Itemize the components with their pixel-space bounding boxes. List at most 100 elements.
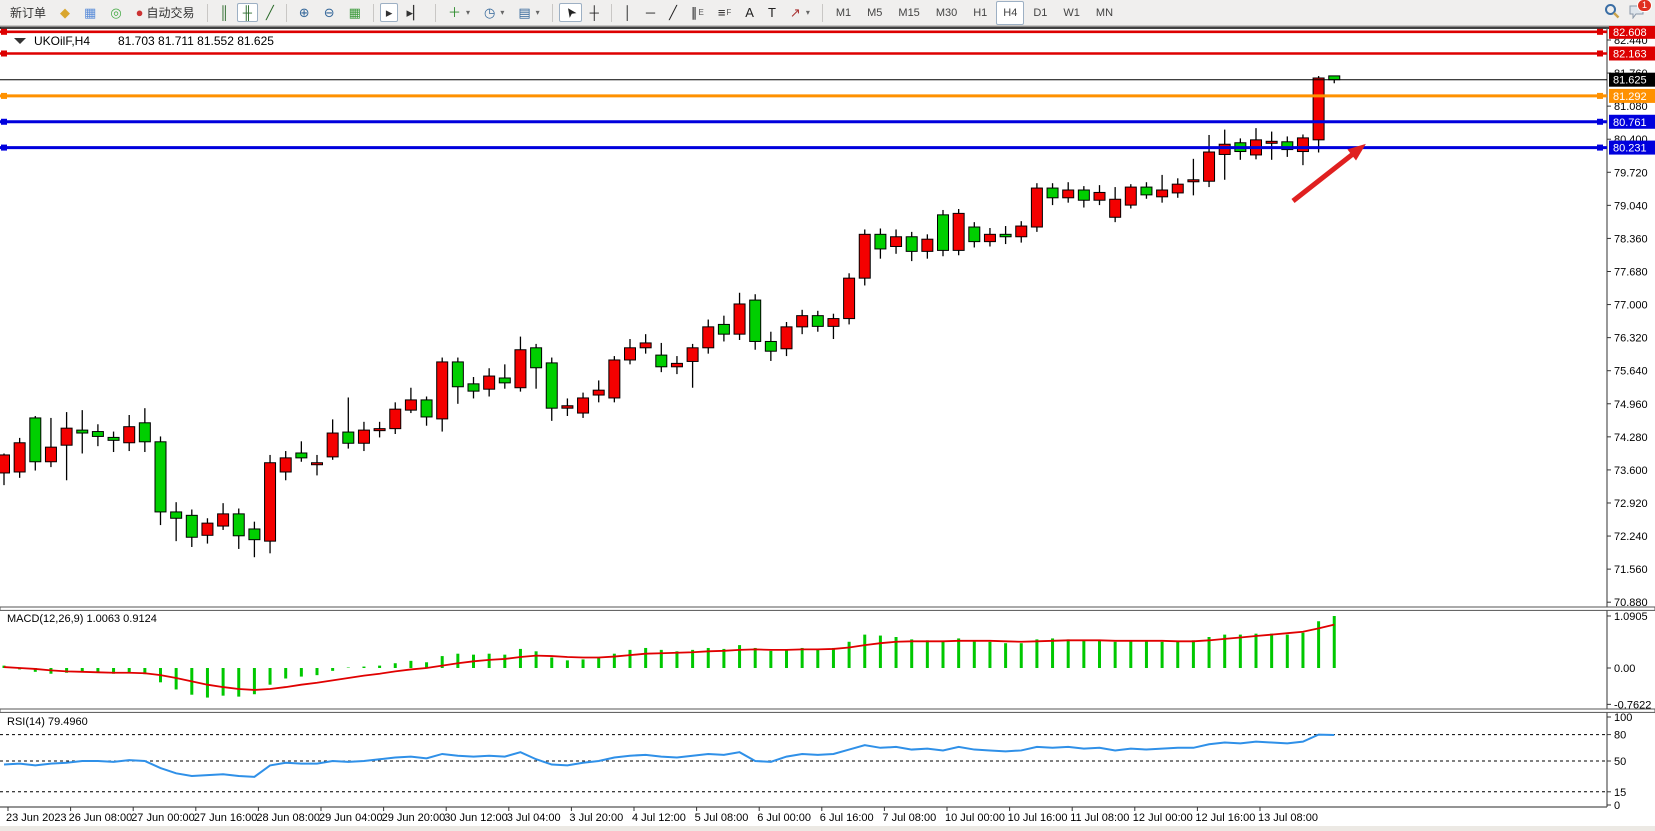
timeframe-button-mn[interactable]: MN [1095, 6, 1114, 19]
line-handle[interactable] [1, 50, 7, 57]
candle [123, 415, 136, 452]
templates-button[interactable]: ▤ ▾ [512, 2, 545, 24]
arrow-object-icon: ↗ [789, 5, 801, 20]
candle [530, 343, 543, 389]
candlestick-icon: ╫ [242, 5, 252, 20]
text-button[interactable]: A [739, 3, 760, 22]
fibonacci-button[interactable]: ≡ F [712, 2, 737, 24]
history-funnel-button[interactable]: ◆ [54, 3, 76, 22]
time-tick-label: 5 Jul 08:00 [695, 812, 749, 824]
time-tick-label: 11 Jul 08:00 [1070, 812, 1129, 824]
line-chart-button[interactable]: ╱ [260, 3, 280, 22]
candle [686, 343, 699, 388]
resistance-line-1[interactable]: 82.608 [0, 24, 1655, 39]
candle [295, 441, 308, 462]
blue-level-line-2[interactable]: 80.231 [0, 140, 1655, 155]
line-handle[interactable] [1597, 144, 1603, 151]
rsi-panel-divider[interactable] [0, 708, 1655, 713]
candle [905, 231, 918, 262]
candle [1265, 131, 1278, 160]
fibonacci-icon: ≡ [717, 5, 726, 20]
timeframe-button-m15[interactable]: M15 [898, 6, 920, 19]
line-handle[interactable] [1597, 28, 1603, 35]
indicators-button[interactable]: ＋ ▾ [442, 2, 476, 24]
one-click-trading-toggle[interactable] [14, 38, 26, 44]
horizontal-line-button[interactable]: ─ [640, 3, 661, 22]
orange-level-line[interactable]: 81.292 [0, 88, 1655, 103]
search-button[interactable] [1604, 3, 1620, 22]
tile-windows-button[interactable]: ▦ [343, 3, 367, 22]
toolbar-separator [610, 3, 612, 22]
chevron-down-icon: ▾ [465, 7, 470, 17]
line-handle[interactable] [1597, 118, 1603, 125]
line-handle[interactable] [1, 118, 7, 125]
cursor-button[interactable]: ➤ [558, 3, 582, 22]
zoom-in-icon: ⊕ [298, 5, 310, 20]
price-tick-label: 72.920 [1614, 498, 1648, 510]
annotation-arrow[interactable] [1291, 143, 1366, 203]
price-tick-label: 72.240 [1614, 531, 1648, 543]
resistance-line-2[interactable]: 82.163 [0, 46, 1655, 61]
line-handle[interactable] [1, 28, 7, 35]
chart-window-button[interactable]: ▦ [78, 3, 102, 22]
auto-trading-button[interactable]: ● 自动交易 [130, 2, 201, 24]
candle [780, 321, 793, 357]
text-icon: A [745, 5, 754, 20]
line-handle[interactable] [1, 144, 7, 151]
timeframe-button-d1[interactable]: D1 [1033, 6, 1048, 19]
rsi-tick-label: 50 [1614, 756, 1626, 768]
new-order-button[interactable]: 新订单 [4, 2, 52, 24]
trendline-button[interactable]: ╱ [663, 3, 683, 22]
periods-button[interactable]: ◷ ▾ [478, 2, 510, 24]
price-tick-label: 75.640 [1614, 366, 1648, 378]
macd-histogram [2, 616, 1336, 698]
zoom-out-button[interactable]: ⊖ [318, 3, 341, 22]
text-label-button[interactable]: T [762, 3, 782, 22]
candle [655, 342, 668, 373]
rsi-line [3, 733, 1335, 778]
candle [1296, 134, 1309, 166]
candle [373, 421, 386, 438]
crosshair-button[interactable]: ┼ [584, 3, 605, 22]
rsi-tick-label: 100 [1614, 712, 1632, 724]
blue-level-line-1[interactable]: 80.761 [0, 114, 1655, 129]
time-tick-label: 3 Jul 04:00 [507, 812, 561, 824]
timeframe-button-m1[interactable]: M1 [835, 6, 852, 19]
time-tick-label: 10 Jul 00:00 [945, 812, 1005, 824]
timeframe-button-m5[interactable]: M5 [867, 6, 883, 19]
time-tick-label: 28 Jun 08:00 [256, 812, 320, 824]
price-tick-label: 73.600 [1614, 465, 1648, 477]
crosshair-icon: ┼ [589, 5, 599, 20]
rsi-label: RSI(14) 79.4960 [7, 716, 88, 728]
candle [138, 408, 151, 453]
price-line-badge-text: 80.231 [1613, 143, 1647, 155]
channel-button[interactable]: ∥ E [685, 2, 710, 24]
candle [170, 502, 183, 542]
macd-panel-divider[interactable] [0, 606, 1655, 611]
line-handle[interactable] [1597, 50, 1603, 57]
bar-chart-button[interactable]: ║ [214, 3, 235, 22]
timeframe-button-h1[interactable]: H1 [973, 6, 988, 19]
candle [436, 357, 449, 432]
time-tick-label: 12 Jul 16:00 [1195, 812, 1255, 824]
timeframe-button-w1[interactable]: W1 [1063, 6, 1080, 19]
notifications-button[interactable]: 1 [1628, 0, 1652, 22]
auto-scroll-button[interactable]: ▸ [379, 3, 399, 22]
arrows-button[interactable]: ↗ ▾ [784, 2, 816, 24]
line-handle[interactable] [1, 92, 7, 99]
candlestick-chart-button[interactable]: ╫ [236, 3, 258, 22]
signals-button[interactable]: ◎ [104, 3, 127, 22]
vertical-line-button[interactable]: │ [618, 3, 638, 22]
chart-shift-button[interactable]: ▸▏ [400, 3, 429, 22]
price-line-badge [1609, 24, 1655, 39]
candle [29, 415, 42, 471]
timeframe-button-m30[interactable]: M30 [935, 6, 958, 19]
new-order-button-label: 新订单 [10, 5, 47, 20]
candle [999, 226, 1012, 245]
zoom-in-button[interactable]: ⊕ [293, 3, 316, 22]
candle [232, 508, 245, 549]
macd-tick-label: 1.0905 [1614, 611, 1648, 623]
timeframe-button-h4[interactable]: H4 [996, 0, 1025, 25]
line-handle[interactable] [1597, 92, 1603, 99]
